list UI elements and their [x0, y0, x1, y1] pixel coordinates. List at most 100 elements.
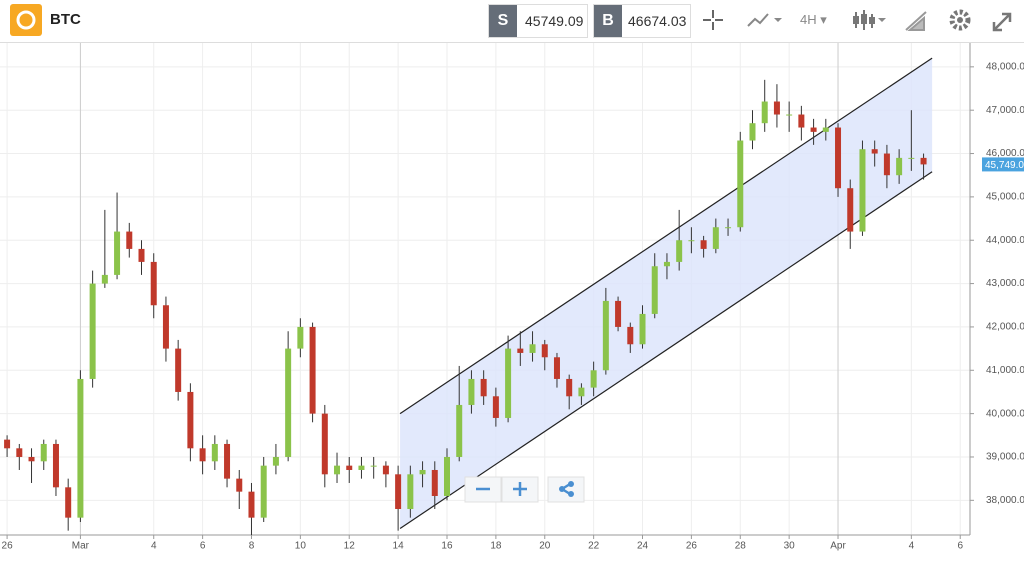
candle-body — [28, 456, 35, 462]
candle-body — [896, 157, 903, 176]
x-tick-label: 26 — [686, 541, 698, 552]
button-icon — [559, 486, 565, 492]
x-tick-label: 22 — [588, 541, 600, 552]
candle-body — [749, 123, 756, 141]
y-tick-label: 43,000.00 — [986, 278, 1024, 289]
x-tick-label: 6 — [957, 541, 963, 552]
candle-body — [419, 469, 426, 475]
candle-body — [456, 404, 463, 457]
x-tick-label: 10 — [295, 541, 307, 552]
candle-body — [810, 127, 817, 132]
buy-label: B — [594, 5, 622, 37]
share-button[interactable] — [547, 476, 585, 503]
sell-button[interactable]: S 45749.09 — [488, 4, 588, 38]
y-tick-label: 48,000.00 — [986, 61, 1024, 72]
candle-body — [505, 348, 512, 418]
candle-body — [639, 313, 646, 345]
x-tick-label: 24 — [637, 541, 649, 552]
candle-body — [395, 474, 402, 509]
candle-body — [114, 231, 121, 275]
candle-body — [883, 153, 890, 176]
candle-body — [761, 101, 768, 124]
candle-body — [65, 487, 72, 518]
candle-body — [590, 370, 597, 388]
channel-line — [399, 57, 933, 415]
y-tick-label: 40,000.00 — [986, 408, 1024, 419]
candle-body — [443, 456, 450, 496]
sell-price: 45749.09 — [525, 13, 584, 29]
candle-body — [382, 465, 389, 475]
candle-body — [712, 227, 719, 249]
buy-button[interactable]: B 46674.03 — [593, 4, 691, 38]
coin-icon — [10, 4, 42, 36]
candle-body — [908, 157, 915, 159]
candle-body — [676, 240, 683, 262]
y-tick-label: 47,000.00 — [986, 105, 1024, 116]
candle-body — [407, 474, 414, 509]
candle-body — [725, 227, 732, 229]
candle-body — [224, 443, 231, 479]
candle-body — [77, 378, 84, 518]
y-tick-label: 42,000.00 — [986, 322, 1024, 333]
y-tick-label: 44,000.00 — [986, 235, 1024, 246]
x-tick-label: 30 — [784, 541, 796, 552]
candle-body — [162, 305, 169, 349]
y-tick-label: 38,000.00 — [986, 495, 1024, 506]
channel-line — [399, 171, 933, 529]
y-tick-label: 45,000.00 — [986, 192, 1024, 203]
candle-body — [517, 348, 524, 353]
x-tick-label: 28 — [735, 541, 747, 552]
candle-body — [798, 114, 805, 128]
candle-body — [187, 391, 194, 449]
sell-label: S — [489, 5, 517, 37]
button-icon — [513, 482, 527, 496]
candle-body — [871, 149, 878, 154]
x-tick-label: 26 — [2, 541, 14, 552]
fullscreen-button[interactable] — [988, 4, 1016, 36]
candle-body — [627, 326, 634, 345]
candle-body — [40, 443, 47, 462]
candle-body — [541, 344, 548, 358]
candles-button[interactable] — [848, 4, 888, 36]
candle-body — [309, 326, 316, 414]
candle-body — [199, 448, 206, 462]
interval-button[interactable]: 4H ▾ — [800, 12, 827, 27]
candle-body — [602, 300, 609, 371]
x-tick-label: Mar — [72, 541, 90, 552]
chart-type-button[interactable] — [744, 4, 784, 36]
candle-body — [859, 149, 866, 232]
button-icon — [568, 491, 574, 497]
candle-body — [700, 240, 707, 249]
candle-body — [346, 465, 353, 470]
candle-body — [248, 491, 255, 518]
candle-body — [334, 465, 341, 475]
candle-body — [4, 439, 11, 449]
zoom-out-button[interactable] — [464, 476, 502, 503]
channel-area — [400, 58, 933, 529]
crosshair-button[interactable] — [697, 4, 729, 36]
settings-button[interactable] — [946, 4, 974, 36]
buy-price: 46674.03 — [628, 13, 687, 29]
candle-body — [150, 261, 157, 306]
last-price-label: 45,749.08 — [985, 160, 1024, 171]
x-tick-label: 4 — [151, 541, 157, 552]
candle-body — [138, 248, 145, 262]
candle-body — [52, 443, 59, 488]
candle-body — [529, 344, 536, 353]
candle-body — [663, 261, 670, 267]
candle-body — [89, 283, 96, 379]
candle-body — [272, 456, 279, 466]
x-tick-label: 8 — [249, 541, 255, 552]
candle-body — [285, 348, 292, 457]
candle-body — [822, 127, 829, 132]
y-tick-label: 41,000.00 — [986, 365, 1024, 376]
candle-body — [578, 387, 585, 397]
y-tick-label: 46,000.00 — [986, 148, 1024, 159]
draw-button[interactable] — [902, 4, 930, 36]
x-tick-label: Apr — [830, 541, 846, 552]
x-tick-label: 16 — [441, 541, 453, 552]
candle-body — [211, 443, 218, 462]
candle-body — [835, 127, 842, 189]
